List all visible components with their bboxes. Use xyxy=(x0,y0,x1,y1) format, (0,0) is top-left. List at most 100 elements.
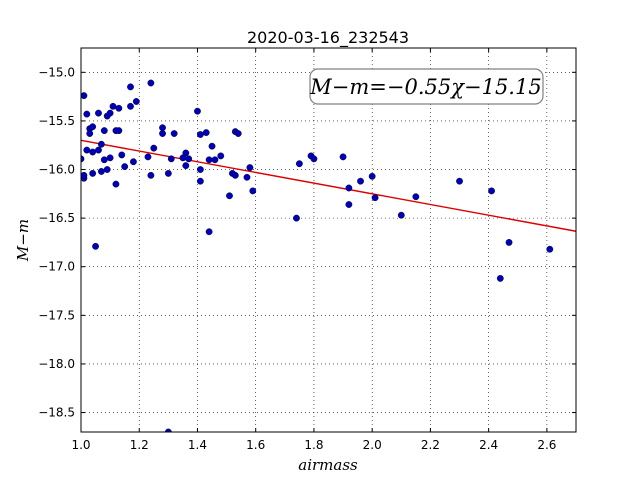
data-point xyxy=(95,146,102,154)
data-point xyxy=(231,171,239,179)
x-tick-label: 1.4 xyxy=(188,438,207,452)
data-point xyxy=(345,184,353,192)
data-point xyxy=(310,155,318,163)
data-point xyxy=(89,148,97,156)
data-point xyxy=(89,170,97,177)
data-point xyxy=(345,201,353,208)
chart-title: 2020-03-16_232543 xyxy=(247,28,409,48)
data-point xyxy=(196,131,204,138)
data-point xyxy=(202,129,210,136)
x-tick-label: 1.2 xyxy=(130,438,149,452)
data-point xyxy=(194,107,201,115)
x-tick-label: 2.4 xyxy=(479,438,498,452)
data-point xyxy=(83,110,91,118)
data-point xyxy=(488,187,495,195)
annotation-text: M−m=−0.55χ−15.15 xyxy=(309,75,541,99)
x-tick-label: 2.0 xyxy=(363,438,382,452)
y-tick-label: −15.0 xyxy=(38,65,75,79)
data-point xyxy=(208,142,216,150)
data-point xyxy=(81,171,88,179)
x-tick-labels: 1.0 1.2 1.4 1.6 1.8 2.0 2.2 2.4 2.6 xyxy=(71,438,556,452)
data-point xyxy=(127,83,134,91)
x-tick-label: 1.8 xyxy=(304,438,323,452)
data-point xyxy=(246,164,254,171)
plot-background xyxy=(81,48,576,432)
data-point xyxy=(132,98,140,105)
data-point xyxy=(83,146,91,154)
tick-marks xyxy=(80,48,576,432)
data-point xyxy=(226,192,233,200)
y-axis-label: M−m xyxy=(14,219,32,262)
data-point xyxy=(243,173,251,181)
data-point xyxy=(167,155,175,163)
y-tick-labels: −15.0 −15.5 −16.0 −16.5 −17.0 −17.5 −18.0 −18.5 xyxy=(38,65,75,419)
plot-area xyxy=(80,47,577,433)
data-point xyxy=(234,130,242,137)
data-point xyxy=(150,144,158,152)
data-point xyxy=(89,123,97,131)
data-point xyxy=(86,130,94,137)
data-point xyxy=(92,242,99,250)
y-tick-label: −16.0 xyxy=(38,163,75,177)
data-point xyxy=(81,92,88,100)
data-point xyxy=(164,170,172,177)
data-point xyxy=(496,274,504,282)
data-point xyxy=(456,177,463,185)
data-point xyxy=(147,79,155,87)
data-point xyxy=(211,156,219,164)
data-point xyxy=(112,180,120,188)
data-point xyxy=(339,153,347,161)
data-point xyxy=(159,130,166,137)
data-points xyxy=(81,79,554,432)
fit-line xyxy=(80,139,577,232)
plot-frame xyxy=(80,47,577,433)
data-point xyxy=(159,124,166,132)
y-tick-label: −17.0 xyxy=(38,260,75,274)
data-point xyxy=(127,102,134,110)
data-point xyxy=(95,109,102,117)
data-point xyxy=(130,158,137,166)
y-tick-label: −17.5 xyxy=(38,308,75,322)
x-tick-label: 2.2 xyxy=(421,438,440,452)
data-point xyxy=(505,239,513,246)
y-tick-label: −15.5 xyxy=(38,114,75,128)
data-point xyxy=(185,155,193,163)
y-tick-label: −16.5 xyxy=(38,211,75,225)
data-point xyxy=(97,140,105,148)
data-point xyxy=(106,109,114,117)
data-point xyxy=(371,194,379,202)
data-point xyxy=(121,163,129,171)
x-axis-label: airmass xyxy=(298,456,358,474)
data-point xyxy=(546,245,554,253)
data-point xyxy=(115,127,123,135)
x-tick-label: 2.6 xyxy=(537,438,556,452)
data-point xyxy=(397,211,405,219)
data-point xyxy=(249,187,257,195)
fit-layer xyxy=(80,139,577,232)
x-tick-label: 1.0 xyxy=(71,438,90,452)
data-point xyxy=(103,166,111,173)
data-point xyxy=(217,152,225,160)
data-point xyxy=(295,160,303,168)
data-point xyxy=(182,162,190,170)
y-tick-label: −18.5 xyxy=(38,406,75,420)
data-point xyxy=(293,214,300,222)
data-point xyxy=(412,193,420,201)
data-point xyxy=(115,104,123,112)
data-point xyxy=(357,177,364,185)
annotation-frame xyxy=(309,68,544,105)
data-point xyxy=(97,168,105,175)
data-point xyxy=(196,166,204,173)
data-point xyxy=(109,102,117,110)
y-tick-label: −18.0 xyxy=(38,357,75,371)
data-point xyxy=(100,127,108,135)
data-point xyxy=(182,149,190,157)
data-point xyxy=(118,151,126,159)
data-point xyxy=(170,130,178,137)
data-point xyxy=(205,228,213,236)
data-point xyxy=(205,156,213,164)
data-point xyxy=(196,177,204,185)
annotation-box: M−m=−0.55χ−15.15 xyxy=(309,68,544,105)
data-point xyxy=(144,153,152,161)
